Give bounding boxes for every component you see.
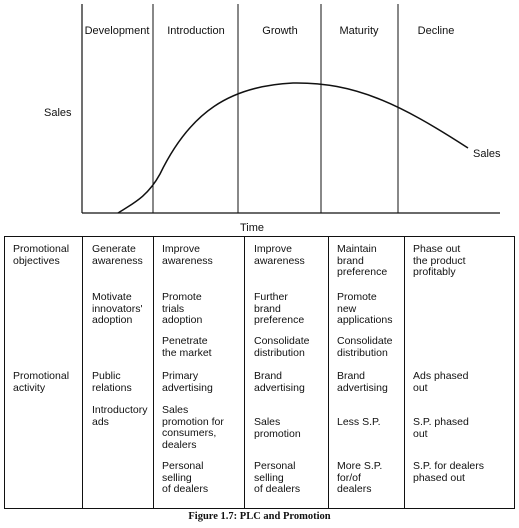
table-cell: Improve awareness xyxy=(162,243,213,267)
table-cell: Brand advertising xyxy=(337,370,388,394)
table-cell: Further brand preference xyxy=(254,291,305,326)
table-cell: Phase out the product profitably xyxy=(413,243,466,278)
stage-label-decline: Decline xyxy=(418,25,455,37)
table-cell: More S.P. for/of dealers xyxy=(337,460,383,495)
row-label-objectives: Promotional objectives xyxy=(13,243,70,267)
stage-label-development: Development xyxy=(85,25,150,37)
table-cell: Improve awareness xyxy=(254,243,305,267)
stage-label-growth: Growth xyxy=(262,25,297,37)
table-cell: Public relations xyxy=(92,370,132,394)
table-cell: Personal selling of dealers xyxy=(162,460,209,495)
sales-curve xyxy=(117,82,469,214)
table-cell: Brand advertising xyxy=(254,370,305,394)
row-label-activity: Promotional activity xyxy=(13,370,70,394)
table-cell: S.P. for dealers phased out xyxy=(413,460,485,484)
table-divider xyxy=(153,237,154,508)
table-cell: Introductory ads xyxy=(92,404,148,428)
curve-label: Sales xyxy=(473,148,501,160)
table-cell: Maintain brand preference xyxy=(337,243,388,278)
x-axis-label: Time xyxy=(240,222,264,234)
table-cell: Personal selling of dealers xyxy=(254,460,301,495)
y-axis-label: Sales xyxy=(44,107,72,119)
table-cell: Motivate innovators' adoption xyxy=(92,291,143,326)
table-divider xyxy=(328,237,329,508)
table-cell: Primary advertising xyxy=(162,370,213,394)
table-cell: Sales promotion for consumers, dealers xyxy=(162,404,224,451)
table-cell: Penetrate the market xyxy=(162,335,212,359)
table-cell: Less S.P. xyxy=(337,416,381,428)
table-divider xyxy=(404,237,405,508)
figure-caption: Figure 1.7: PLC and Promotion xyxy=(188,511,331,522)
table-divider xyxy=(82,237,83,508)
table-cell: Sales promotion xyxy=(254,416,301,440)
table-cell: S.P. phased out xyxy=(413,416,469,440)
stage-label-maturity: Maturity xyxy=(339,25,379,37)
table-cell: Promote trials adoption xyxy=(162,291,203,326)
promotion-table: Promotional objectives Promotional activ… xyxy=(4,236,515,509)
table-cell: Consolidate distribution xyxy=(254,335,310,359)
table-divider xyxy=(244,237,245,508)
table-cell: Ads phased out xyxy=(413,370,469,394)
table-cell: Consolidate distribution xyxy=(337,335,393,359)
table-cell: Generate awareness xyxy=(92,243,143,267)
table-cell: Promote new applications xyxy=(337,291,393,326)
stage-label-introduction: Introduction xyxy=(167,25,224,37)
plc-chart: Development Introduction Growth Maturity… xyxy=(44,4,501,234)
